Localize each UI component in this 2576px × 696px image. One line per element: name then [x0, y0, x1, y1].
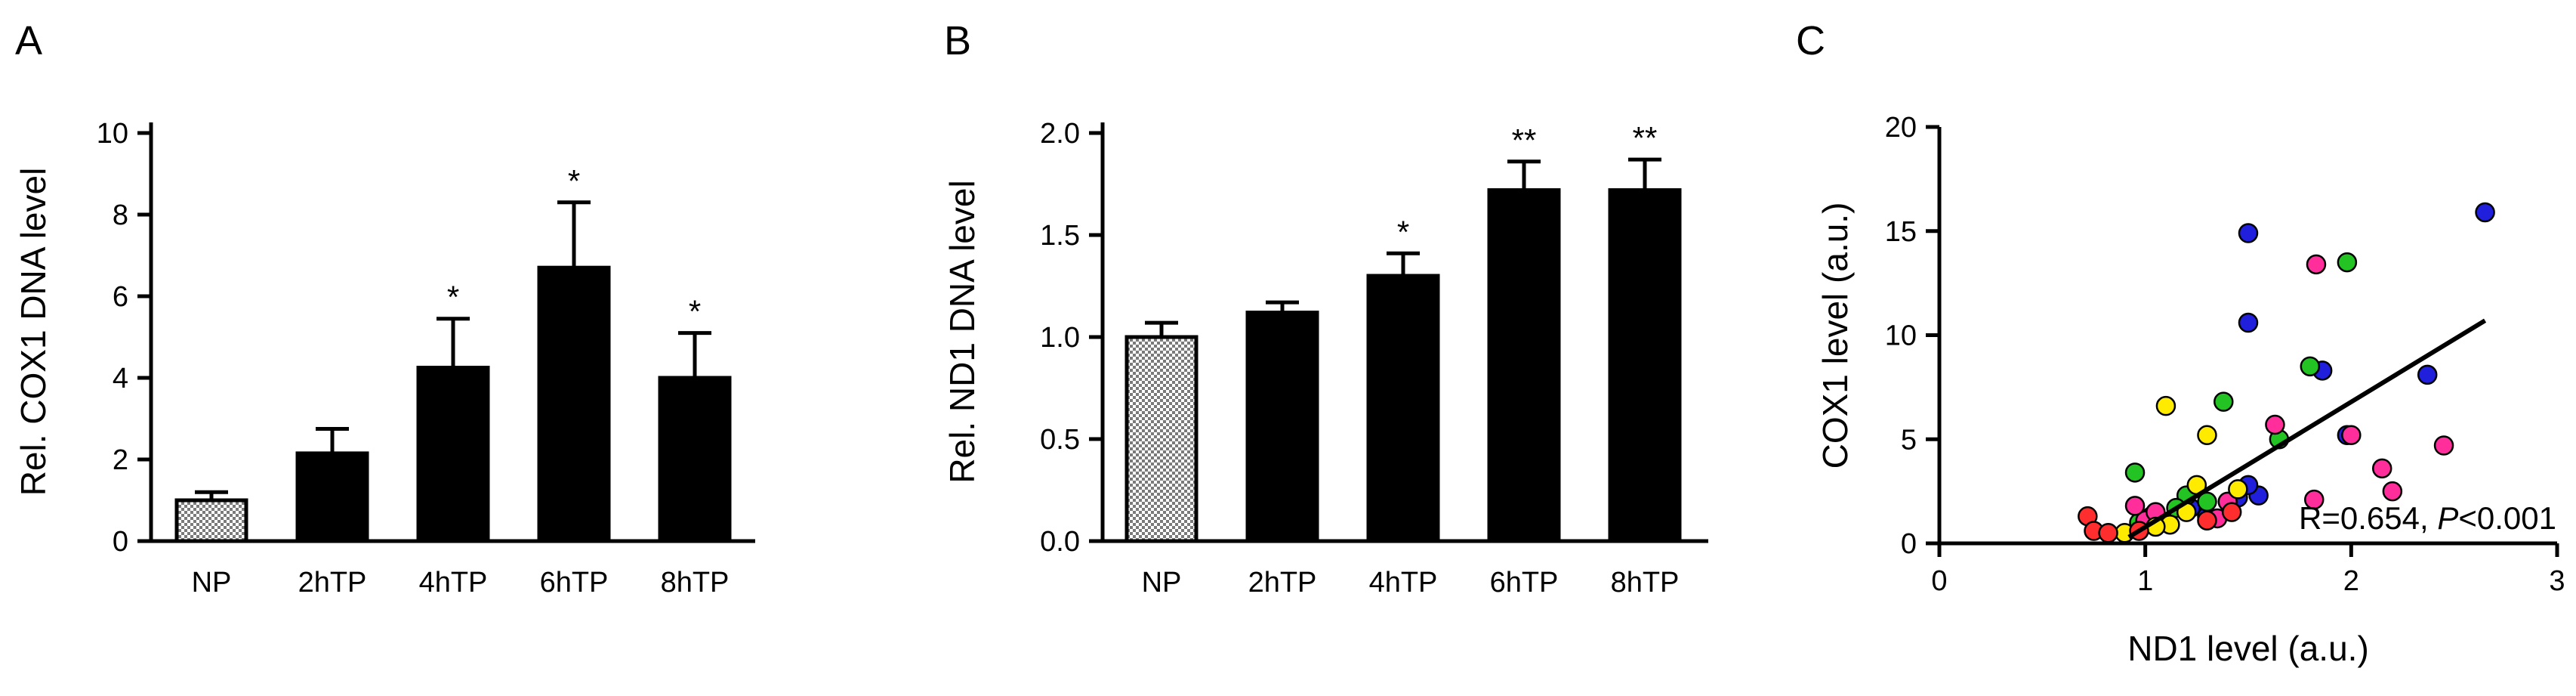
annotation-r: R=0.654,: [2299, 500, 2437, 536]
y-tick-label-2: 2: [113, 444, 128, 476]
bar-4hTP: [1366, 274, 1440, 543]
scatter-points: [2078, 202, 2495, 543]
scatter-point-2-4: [2341, 425, 2362, 445]
x-tick-label-1: 1: [2137, 565, 2153, 597]
scatter-point-2-1: [2265, 414, 2285, 435]
scatter-point-1-2: [2214, 391, 2234, 412]
scatter-point-3-0: [2155, 395, 2176, 416]
x-axis-title: ND1 level (a.u.): [2127, 629, 2369, 668]
significance-marks: * * *: [447, 163, 701, 329]
x-tick-labels: NP 2hTP 4hTP 6hTP 8hTP: [192, 567, 730, 599]
x-tick-labels: NP 2hTP 4hTP 6hTP 8hTP: [1142, 567, 1680, 599]
significance-4hTP: *: [447, 280, 459, 315]
y-ticks: 0 2 4 6 8 10: [97, 118, 151, 558]
annotation-p-value: <0.001: [2458, 500, 2556, 536]
y-tick-label-20: 20: [1885, 112, 1917, 144]
error-bars: [1145, 157, 1661, 337]
x-tick-label-2hTP: 2hTP: [1248, 567, 1317, 599]
bar-NP: [174, 498, 248, 543]
significance-8hTP: **: [1633, 120, 1658, 156]
scatter-point-3-1: [2197, 425, 2217, 445]
scatter-point-2-2: [2433, 435, 2454, 456]
bar-4hTP: [416, 366, 490, 543]
significance-6hTP: *: [568, 163, 580, 199]
scatter-point-1-1: [2300, 356, 2321, 377]
scatter-point-1-4: [2124, 462, 2146, 483]
y-tick-label-10: 10: [1885, 320, 1917, 352]
significance-8hTP: *: [689, 294, 701, 329]
x-tick-label-6hTP: 6hTP: [1490, 567, 1559, 599]
y-tick-label-4: 4: [113, 363, 128, 394]
scatter-point-2-3: [2371, 458, 2392, 479]
y-axis-title: Rel. COX1 DNA level: [14, 168, 53, 496]
scatter-point-2-5: [2382, 481, 2403, 502]
panel-letter-a: A: [15, 18, 42, 63]
y-tick-label-0: 0: [113, 526, 128, 558]
y-tick-label-1.0: 1.0: [1040, 322, 1080, 354]
error-bars: [195, 200, 711, 500]
x-ticks: 0 1 2 3: [1931, 543, 2565, 597]
bars: [1124, 188, 1682, 543]
bar-NP: [1124, 335, 1199, 543]
y-ticks: 0.0 0.5 1.0 1.5 2.0: [1040, 118, 1103, 558]
scatter-point-0-3: [2475, 202, 2495, 223]
scatter-point-0-4: [2417, 364, 2438, 385]
x-tick-label-8hTP: 8hTP: [1611, 567, 1680, 599]
scatter-point-2-0: [2306, 254, 2327, 275]
x-tick-label-6hTP: 6hTP: [540, 567, 609, 599]
panel-a: A * * * 0 2 4 6 8 10 NP 2hTP 4hTP 6hTP 8hTP Rel. CO…: [14, 18, 755, 599]
panel-letter-c: C: [1796, 18, 1825, 63]
x-tick-label-2: 2: [2343, 565, 2359, 597]
scatter-point-0-0: [2238, 223, 2259, 243]
panel-c: C 0 5 10 15 20 0 1 2 3 COX1 level (a.u.) ND1 le…: [1796, 18, 2565, 668]
bar-6hTP: [537, 265, 611, 543]
scatter-point-3-2: [2228, 479, 2248, 500]
regression-line: [2127, 318, 2487, 540]
y-tick-label-6: 6: [113, 281, 128, 313]
bar-8hTP: [658, 376, 732, 543]
scatter-point-2-10: [2124, 496, 2146, 516]
scatter-point-0-1: [2238, 312, 2259, 333]
y-axis-title: Rel. ND1 DNA level: [942, 180, 982, 483]
scatter-point-2-6: [2304, 489, 2325, 510]
significance-marks: *** **: [1397, 120, 1658, 249]
scatter-point-4-2: [2098, 522, 2118, 543]
significance-4hTP: *: [1397, 214, 1409, 249]
x-tick-label-4hTP: 4hTP: [419, 567, 488, 599]
scatter-point-1-0: [2337, 252, 2358, 273]
y-tick-label-2.0: 2.0: [1040, 118, 1080, 150]
y-tick-label-10: 10: [97, 118, 128, 150]
y-tick-label-1.5: 1.5: [1040, 220, 1080, 252]
x-tick-label-NP: NP: [1142, 567, 1182, 599]
panel-letter-b: B: [944, 18, 971, 63]
y-tick-label-8: 8: [113, 200, 128, 231]
x-tick-label-3: 3: [2549, 565, 2565, 597]
bar-2hTP: [295, 451, 369, 543]
bar-2hTP: [1245, 311, 1319, 543]
x-tick-label-0: 0: [1931, 565, 1947, 597]
y-tick-label-5: 5: [1901, 424, 1917, 456]
y-tick-label-15: 15: [1885, 216, 1917, 248]
significance-6hTP: **: [1512, 122, 1537, 158]
y-ticks: 0 5 10 15 20: [1885, 112, 1939, 560]
y-tick-label-0.5: 0.5: [1040, 424, 1080, 456]
scatter-point-4-5: [2221, 502, 2242, 522]
y-tick-label-0.0: 0.0: [1040, 526, 1080, 558]
panel-b: B *** ** 0.00.51.01.52.0 NP 2hTP 4hTP 6hTP 8h…: [942, 18, 1708, 599]
y-tick-label-0: 0: [1901, 528, 1917, 560]
x-tick-label-8hTP: 8hTP: [661, 567, 730, 599]
x-tick-label-2hTP: 2hTP: [298, 567, 367, 599]
correlation-annotation: R=0.654, P<0.001: [2299, 500, 2556, 536]
y-axis-title: COX1 level (a.u.): [1816, 203, 1855, 469]
bar-8hTP: [1608, 188, 1682, 543]
x-tick-label-NP: NP: [192, 567, 232, 599]
x-tick-label-4hTP: 4hTP: [1369, 567, 1438, 599]
bar-6hTP: [1487, 188, 1561, 543]
annotation-p-italic: P: [2437, 500, 2458, 536]
scatter-point-4-4: [2197, 510, 2217, 531]
